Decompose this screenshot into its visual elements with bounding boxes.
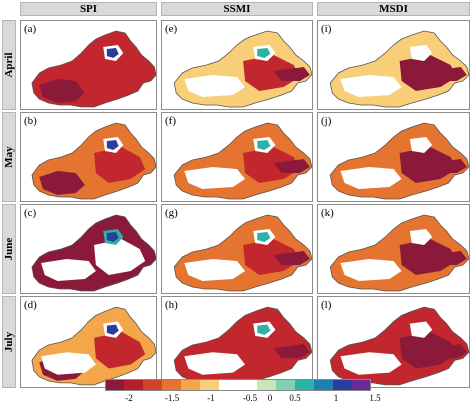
legend-tick-label: -1: [207, 393, 215, 403]
map-drought-raster: [162, 297, 313, 388]
map-panel-ssmi-april: (e): [161, 20, 313, 110]
panel-label: (j): [321, 115, 332, 127]
map-panel-spi-july: (d): [20, 296, 157, 388]
legend-tick-label: -1.5: [164, 393, 180, 403]
map-panel-ssmi-may: (f): [161, 112, 313, 202]
legend-tick-label: 1.5: [369, 393, 381, 403]
map-drought-raster: [21, 205, 156, 294]
legend-color-swatch: [181, 379, 201, 391]
panel-label: (e): [165, 23, 178, 35]
map-drought-raster: [318, 21, 470, 110]
map-drought-raster: [318, 297, 470, 388]
panel-label: (k): [321, 207, 334, 219]
map-drought-raster: [318, 205, 470, 294]
map-drought-raster: [162, 113, 313, 202]
legend-tick-label: 1: [333, 393, 339, 403]
map-panel-msdi-july: (l): [317, 296, 470, 388]
legend-tick-label: 0.5: [289, 393, 301, 403]
row-header-july: July: [2, 296, 16, 388]
map-drought-raster: [162, 205, 313, 294]
map-drought-raster: [318, 113, 470, 202]
map-drought-raster: [162, 21, 313, 110]
legend-tick-label: -2: [125, 393, 133, 403]
panel-label: (h): [165, 299, 178, 311]
row-label-july: July: [3, 331, 15, 353]
panel-label: (c): [24, 207, 37, 219]
legend-tick-label: 0: [267, 393, 273, 403]
map-panel-ssmi-june: (g): [161, 204, 313, 294]
map-panel-spi-june: (c): [20, 204, 157, 294]
panel-label: (d): [24, 299, 37, 311]
map-panel-msdi-june: (k): [317, 204, 470, 294]
map-panel-msdi-may: (j): [317, 112, 470, 202]
legend-color-swatch: [143, 379, 163, 391]
map-panel-msdi-april: (i): [317, 20, 470, 110]
column-header-ssmi: SSMI: [161, 2, 313, 16]
panel-label: (i): [321, 23, 332, 35]
map-panel-spi-april: (a): [20, 20, 157, 110]
row-header-april: April: [2, 20, 16, 110]
legend-color-swatch: [314, 379, 334, 391]
row-label-may: May: [3, 146, 15, 168]
map-drought-raster: [21, 113, 156, 202]
legend-color-swatch: [333, 379, 353, 391]
map-drought-raster: [21, 297, 156, 388]
legend-color-swatch: [276, 379, 296, 391]
row-header-may: May: [2, 112, 16, 202]
legend-color-swatch: [105, 379, 125, 391]
row-label-april: April: [3, 52, 15, 78]
panel-label: (a): [24, 23, 37, 35]
row-label-june: June: [3, 237, 15, 261]
panel-label: (f): [165, 115, 176, 127]
legend-color-swatch: [219, 379, 239, 391]
panel-label: (l): [321, 299, 332, 311]
map-panel-ssmi-july: (h): [161, 296, 313, 388]
legend-colorbar: [105, 379, 371, 391]
legend-color-swatch: [238, 379, 258, 391]
panel-label: (b): [24, 115, 37, 127]
legend-border: [105, 379, 371, 391]
legend-color-swatch: [295, 379, 315, 391]
legend-color-swatch: [200, 379, 220, 391]
legend-color-swatch: [162, 379, 182, 391]
legend-color-swatch: [352, 379, 371, 391]
panel-label: (g): [165, 207, 178, 219]
map-panel-spi-may: (b): [20, 112, 157, 202]
column-header-msdi: MSDI: [317, 2, 470, 16]
map-drought-raster: [21, 21, 156, 110]
legend-color-swatch: [124, 379, 144, 391]
column-header-spi: SPI: [20, 2, 157, 16]
legend-color-swatch: [257, 379, 277, 391]
row-header-june: June: [2, 204, 16, 294]
legend-tick-label: -0.5: [242, 393, 258, 403]
